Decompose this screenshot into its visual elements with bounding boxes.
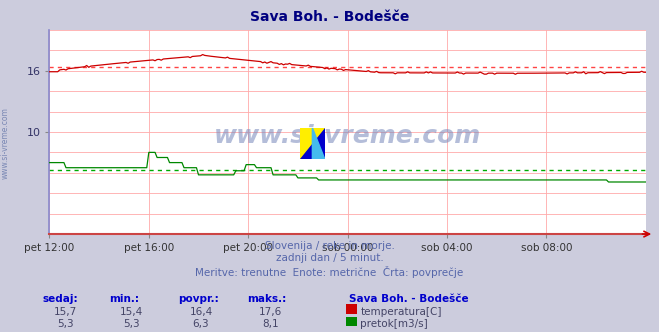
Text: 17,6: 17,6 (258, 307, 282, 317)
Text: pretok[m3/s]: pretok[m3/s] (360, 319, 428, 329)
Text: maks.:: maks.: (247, 294, 287, 304)
Text: 15,4: 15,4 (120, 307, 144, 317)
Text: 16,4: 16,4 (189, 307, 213, 317)
Text: Meritve: trenutne  Enote: metrične  Črta: povprečje: Meritve: trenutne Enote: metrične Črta: … (195, 266, 464, 278)
Text: min.:: min.: (109, 294, 139, 304)
Text: www.si-vreme.com: www.si-vreme.com (1, 107, 10, 179)
Polygon shape (300, 128, 325, 159)
Text: www.si-vreme.com: www.si-vreme.com (214, 124, 481, 148)
Text: 6,3: 6,3 (192, 319, 210, 329)
Polygon shape (300, 128, 325, 159)
Text: zadnji dan / 5 minut.: zadnji dan / 5 minut. (275, 253, 384, 263)
Text: 5,3: 5,3 (57, 319, 74, 329)
Text: Slovenija / reke in morje.: Slovenija / reke in morje. (264, 241, 395, 251)
Text: sedaj:: sedaj: (43, 294, 78, 304)
Text: Sava Boh. - Bodešče: Sava Boh. - Bodešče (250, 10, 409, 24)
Text: 8,1: 8,1 (262, 319, 279, 329)
Text: Sava Boh. - Bodešče: Sava Boh. - Bodešče (349, 294, 469, 304)
Text: 15,7: 15,7 (54, 307, 78, 317)
Text: 5,3: 5,3 (123, 319, 140, 329)
Polygon shape (312, 128, 325, 159)
Text: temperatura[C]: temperatura[C] (360, 307, 442, 317)
Text: povpr.:: povpr.: (178, 294, 219, 304)
